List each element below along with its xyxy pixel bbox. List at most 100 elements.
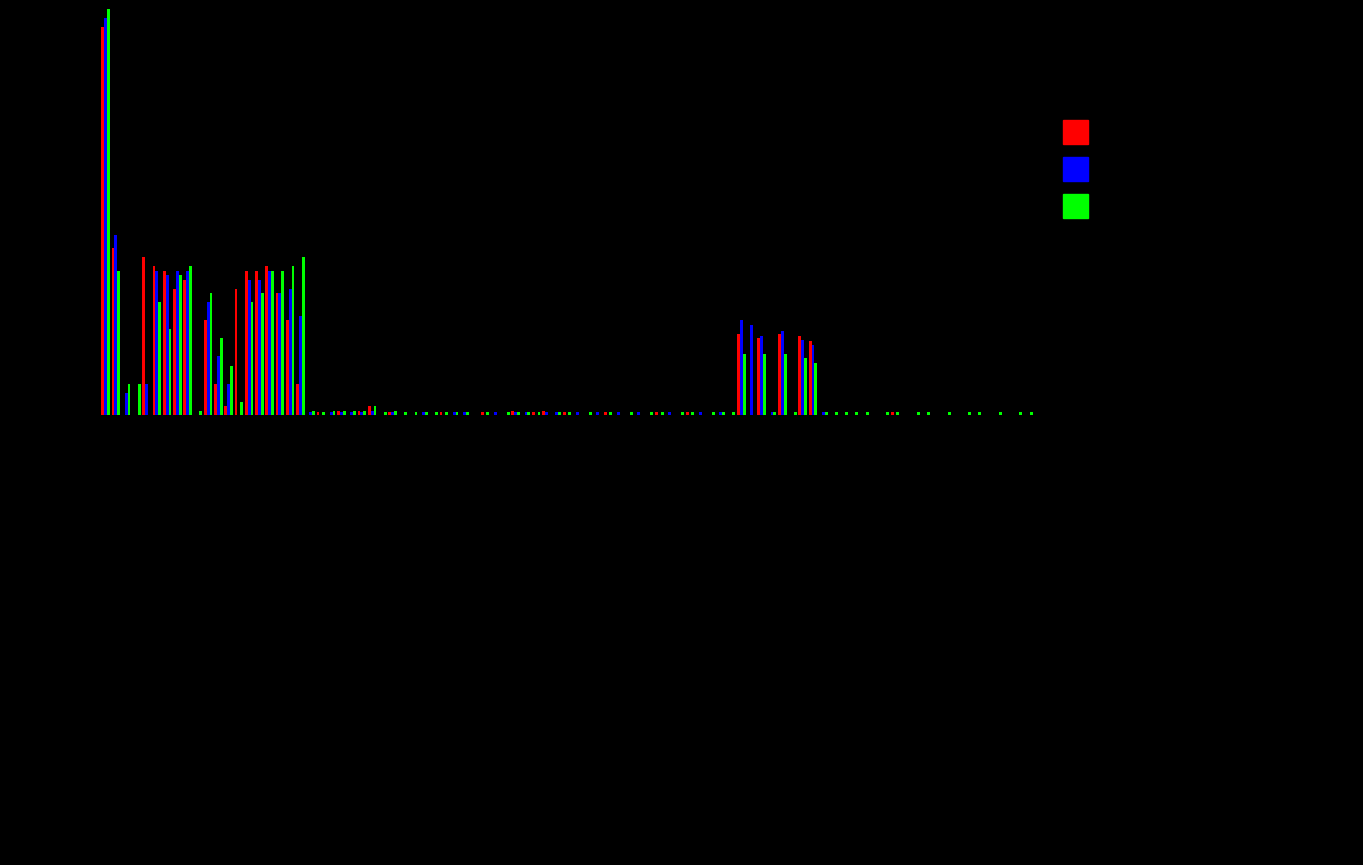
Bar: [758, 338, 761, 415]
Bar: [686, 413, 688, 415]
Bar: [271, 271, 274, 415]
Bar: [699, 413, 702, 415]
Bar: [897, 413, 900, 415]
Bar: [517, 413, 521, 415]
Bar: [142, 257, 146, 415]
Bar: [507, 413, 510, 415]
Bar: [720, 413, 722, 415]
Bar: [117, 271, 120, 415]
Bar: [405, 413, 408, 415]
Bar: [455, 413, 458, 415]
Bar: [248, 279, 251, 415]
Bar: [364, 411, 367, 415]
Bar: [350, 413, 353, 415]
Bar: [532, 413, 534, 415]
Bar: [568, 413, 571, 415]
Bar: [557, 413, 562, 415]
Bar: [204, 320, 207, 415]
Bar: [128, 383, 131, 415]
Bar: [691, 413, 694, 415]
Bar: [184, 279, 187, 415]
Bar: [630, 413, 632, 415]
Bar: [804, 358, 807, 415]
Bar: [773, 413, 777, 415]
Bar: [638, 413, 641, 415]
Bar: [210, 293, 213, 415]
Bar: [682, 413, 684, 415]
Bar: [301, 257, 305, 415]
Bar: [337, 411, 339, 415]
Bar: [650, 413, 653, 415]
Bar: [286, 320, 289, 415]
Bar: [219, 338, 222, 415]
Legend: , , : , ,: [1055, 112, 1109, 227]
Bar: [537, 413, 541, 415]
Bar: [112, 248, 114, 415]
Bar: [179, 275, 181, 415]
Bar: [275, 293, 278, 415]
Bar: [388, 413, 391, 415]
Bar: [228, 383, 230, 415]
Bar: [750, 325, 752, 415]
Bar: [360, 413, 364, 415]
Bar: [542, 411, 545, 415]
Bar: [836, 413, 838, 415]
Bar: [214, 383, 217, 415]
Bar: [435, 413, 438, 415]
Bar: [668, 413, 671, 415]
Bar: [292, 266, 294, 415]
Bar: [199, 411, 202, 415]
Bar: [260, 293, 263, 415]
Bar: [527, 413, 530, 415]
Bar: [169, 330, 172, 415]
Bar: [511, 411, 514, 415]
Bar: [146, 383, 149, 415]
Bar: [125, 393, 128, 415]
Bar: [661, 413, 664, 415]
Bar: [240, 401, 243, 415]
Bar: [255, 271, 258, 415]
Bar: [296, 383, 298, 415]
Bar: [343, 411, 346, 415]
Bar: [281, 271, 285, 415]
Bar: [330, 413, 333, 415]
Bar: [761, 336, 763, 415]
Bar: [711, 413, 714, 415]
Bar: [230, 366, 233, 415]
Bar: [158, 302, 161, 415]
Bar: [234, 289, 237, 415]
Bar: [845, 413, 848, 415]
Bar: [187, 271, 189, 415]
Bar: [732, 413, 735, 415]
Bar: [856, 413, 859, 415]
Bar: [466, 413, 469, 415]
Bar: [114, 234, 117, 415]
Bar: [173, 289, 176, 415]
Bar: [654, 413, 658, 415]
Bar: [207, 302, 210, 415]
Bar: [927, 413, 930, 415]
Bar: [266, 266, 269, 415]
Bar: [525, 413, 527, 415]
Bar: [425, 413, 428, 415]
Bar: [968, 413, 970, 415]
Bar: [1020, 413, 1022, 415]
Bar: [722, 413, 725, 415]
Bar: [866, 413, 868, 415]
Bar: [781, 331, 784, 415]
Bar: [309, 413, 312, 415]
Bar: [609, 413, 612, 415]
Bar: [217, 356, 219, 415]
Bar: [799, 336, 801, 415]
Bar: [947, 413, 950, 415]
Bar: [743, 354, 746, 415]
Bar: [589, 413, 592, 415]
Bar: [740, 320, 743, 415]
Bar: [104, 17, 108, 415]
Bar: [245, 271, 248, 415]
Bar: [487, 413, 489, 415]
Bar: [778, 334, 781, 415]
Bar: [153, 266, 155, 415]
Bar: [811, 345, 814, 415]
Bar: [596, 413, 600, 415]
